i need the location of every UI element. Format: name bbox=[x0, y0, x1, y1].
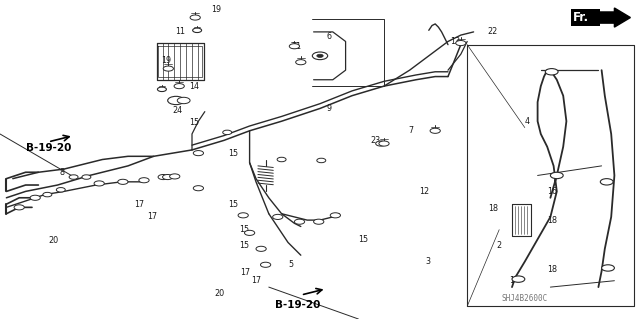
Circle shape bbox=[456, 41, 466, 46]
Circle shape bbox=[14, 205, 24, 210]
Circle shape bbox=[56, 188, 65, 192]
Circle shape bbox=[379, 141, 389, 146]
Circle shape bbox=[174, 84, 184, 89]
Circle shape bbox=[277, 157, 286, 162]
Circle shape bbox=[317, 54, 323, 57]
Circle shape bbox=[260, 262, 271, 267]
Circle shape bbox=[157, 87, 166, 92]
Circle shape bbox=[602, 265, 614, 271]
Circle shape bbox=[43, 192, 52, 197]
Text: 19: 19 bbox=[211, 5, 221, 14]
Text: 6: 6 bbox=[326, 32, 332, 41]
Text: B-19-20: B-19-20 bbox=[26, 143, 71, 153]
Circle shape bbox=[273, 214, 283, 219]
Circle shape bbox=[312, 52, 328, 60]
Text: 3: 3 bbox=[426, 257, 431, 266]
Text: 24: 24 bbox=[173, 106, 183, 115]
Text: 1: 1 bbox=[509, 276, 514, 285]
Circle shape bbox=[118, 179, 128, 184]
Circle shape bbox=[139, 178, 149, 183]
Circle shape bbox=[69, 175, 78, 179]
Circle shape bbox=[190, 15, 200, 20]
Circle shape bbox=[158, 174, 168, 180]
Text: 18: 18 bbox=[547, 265, 557, 274]
Circle shape bbox=[317, 158, 326, 163]
Circle shape bbox=[294, 219, 305, 224]
Circle shape bbox=[296, 60, 306, 65]
Circle shape bbox=[512, 276, 525, 282]
Circle shape bbox=[545, 69, 558, 75]
Circle shape bbox=[244, 230, 255, 235]
Circle shape bbox=[289, 44, 300, 49]
Circle shape bbox=[168, 96, 184, 105]
Circle shape bbox=[82, 175, 91, 179]
Text: SHJ4B2600C: SHJ4B2600C bbox=[502, 294, 548, 303]
Text: 7: 7 bbox=[408, 126, 413, 135]
Circle shape bbox=[170, 174, 180, 179]
Circle shape bbox=[94, 181, 104, 186]
Text: 2: 2 bbox=[496, 241, 501, 250]
Circle shape bbox=[314, 219, 324, 224]
Circle shape bbox=[330, 213, 340, 218]
Circle shape bbox=[376, 141, 386, 146]
Text: 15: 15 bbox=[239, 241, 249, 250]
Circle shape bbox=[177, 97, 190, 104]
Circle shape bbox=[163, 174, 173, 180]
Circle shape bbox=[600, 179, 613, 185]
Text: 21: 21 bbox=[291, 42, 301, 51]
Circle shape bbox=[256, 246, 266, 251]
Text: 5: 5 bbox=[288, 260, 293, 269]
Text: 18: 18 bbox=[488, 204, 498, 213]
Circle shape bbox=[163, 66, 173, 71]
FancyArrow shape bbox=[579, 8, 630, 27]
Text: Fr.: Fr. bbox=[573, 11, 589, 24]
Circle shape bbox=[30, 195, 40, 200]
Circle shape bbox=[223, 130, 232, 135]
Text: 16: 16 bbox=[547, 187, 557, 196]
Text: 15: 15 bbox=[228, 200, 238, 209]
Text: 22: 22 bbox=[488, 27, 498, 36]
Circle shape bbox=[193, 151, 204, 156]
Text: 20: 20 bbox=[48, 236, 58, 245]
Text: 20: 20 bbox=[214, 289, 225, 298]
Bar bbox=[571, 9, 600, 26]
Text: 19: 19 bbox=[161, 56, 172, 65]
Text: 9: 9 bbox=[326, 104, 332, 113]
Circle shape bbox=[193, 186, 204, 191]
Text: 4: 4 bbox=[525, 117, 530, 126]
Text: 8: 8 bbox=[60, 168, 65, 177]
Text: 11: 11 bbox=[175, 27, 186, 36]
Text: 13: 13 bbox=[450, 37, 460, 46]
Circle shape bbox=[550, 172, 563, 179]
Text: 17: 17 bbox=[134, 200, 145, 209]
Text: 23: 23 bbox=[370, 136, 380, 145]
Text: 18: 18 bbox=[547, 216, 557, 225]
Text: 15: 15 bbox=[239, 225, 249, 234]
Text: 15: 15 bbox=[228, 149, 238, 158]
Text: 17: 17 bbox=[147, 212, 157, 221]
Text: 17: 17 bbox=[251, 276, 261, 285]
Text: 15: 15 bbox=[189, 118, 199, 127]
Circle shape bbox=[238, 213, 248, 218]
Text: 14: 14 bbox=[189, 82, 199, 91]
Text: 17: 17 bbox=[240, 268, 250, 277]
Circle shape bbox=[193, 28, 202, 33]
Circle shape bbox=[430, 128, 440, 133]
Text: 15: 15 bbox=[358, 235, 369, 244]
Text: 12: 12 bbox=[419, 187, 429, 196]
Text: B-19-20: B-19-20 bbox=[275, 300, 321, 310]
